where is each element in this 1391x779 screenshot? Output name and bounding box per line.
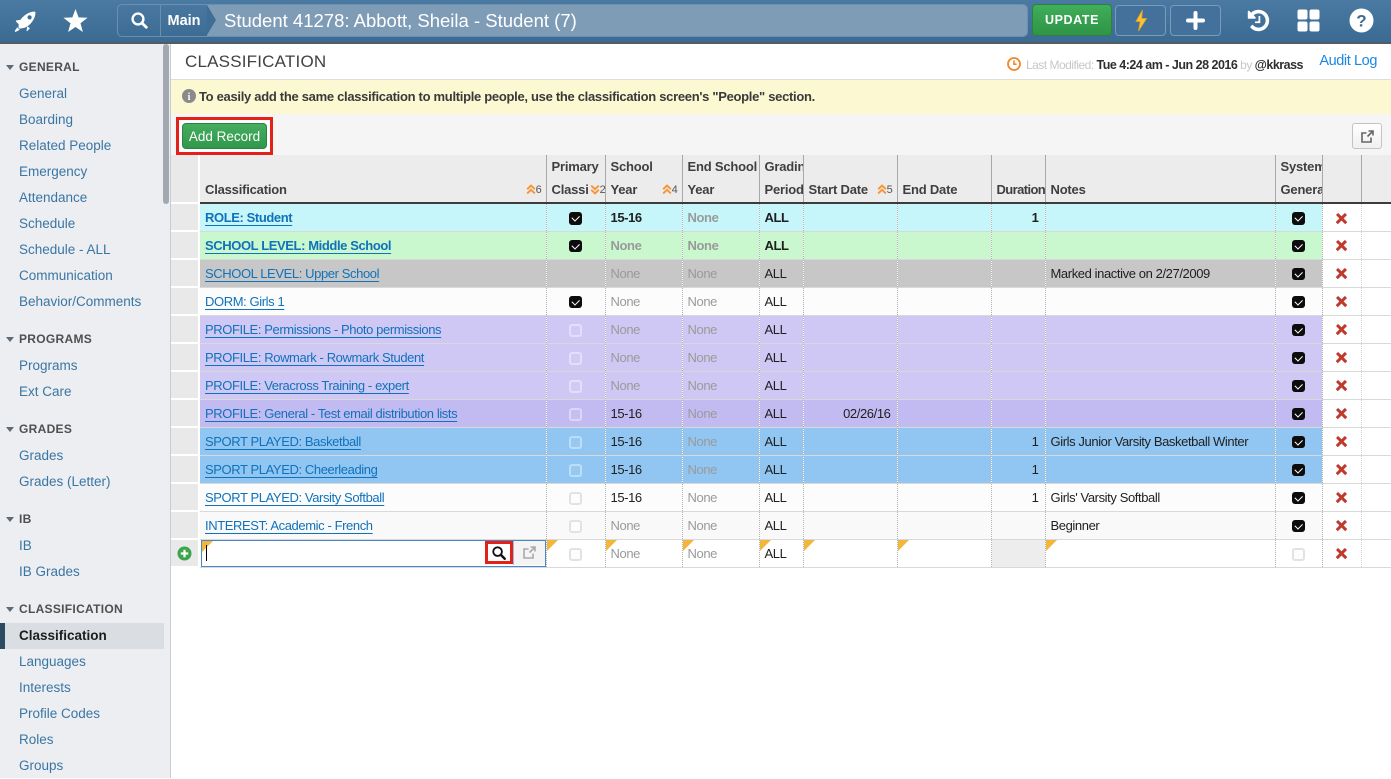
svg-text:i: i: [188, 92, 191, 103]
svg-text:?: ?: [1356, 11, 1366, 30]
